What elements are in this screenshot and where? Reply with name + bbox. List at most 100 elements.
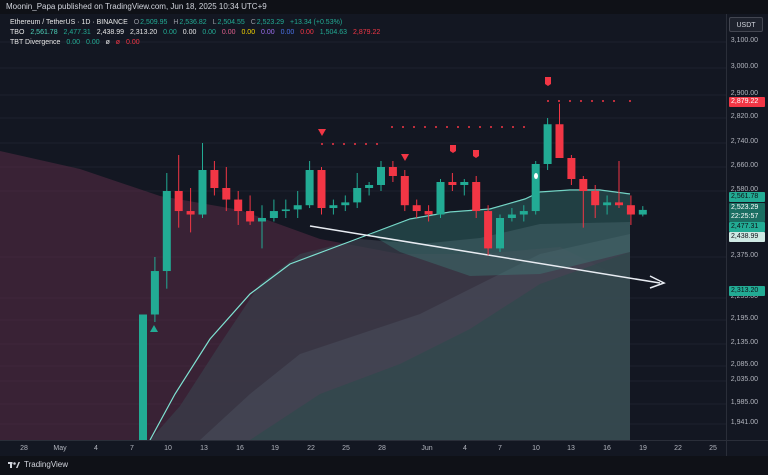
candle-up[interactable]: [377, 167, 385, 185]
x-tick: May: [53, 445, 67, 452]
candle-up[interactable]: [341, 202, 350, 206]
candle-up[interactable]: [436, 182, 445, 215]
candle-up[interactable]: [519, 211, 528, 215]
legend-tbo-row[interactable]: TBO 2,561.78 2,477.31 2,438.99 2,313.20 …: [10, 28, 384, 38]
candle-down[interactable]: [448, 182, 457, 185]
y-tick: 2,740.00: [730, 138, 758, 145]
legend-close: 2,523.29: [256, 19, 285, 26]
x-tick: 10: [532, 445, 540, 452]
candles-group: [139, 103, 647, 441]
legend-open: 2,509.95: [140, 19, 168, 26]
legend-symbol-row[interactable]: Ethereum / TetherUS · 1D · BINANCE O2,50…: [10, 18, 384, 28]
candle-up[interactable]: [198, 170, 207, 215]
legend-change: +13.34 (+0.53%): [290, 19, 343, 26]
tbo-v2: 2,438.99: [96, 29, 124, 36]
candle-down[interactable]: [246, 211, 255, 222]
candle-down[interactable]: [412, 205, 421, 212]
legend-symbol[interactable]: Ethereum / TetherUS · 1D · BINANCE: [10, 19, 128, 26]
candle-up[interactable]: [365, 185, 374, 188]
candle-up[interactable]: [638, 209, 647, 215]
candle-up[interactable]: [162, 191, 171, 272]
candle-up[interactable]: [281, 209, 290, 212]
y-tick: 2,900.00: [730, 90, 758, 97]
chart-legend: Ethereum / TetherUS · 1D · BINANCE O2,50…: [10, 18, 384, 48]
y-tick: 2,035.00: [730, 376, 758, 383]
x-tick: 22: [674, 445, 682, 452]
candle-down[interactable]: [626, 205, 635, 215]
x-tick: 4: [463, 445, 467, 452]
legend-l-label: L: [212, 19, 217, 26]
candle-down[interactable]: [555, 124, 564, 158]
candle-down[interactable]: [400, 176, 409, 206]
time-axis[interactable]: 28 May 4 7 10 13 16 19 22 25 28 Jun 4 7 …: [0, 440, 726, 456]
candle-up[interactable]: [353, 188, 362, 203]
legend-tbt-row[interactable]: TBT Divergence 0.00 0.00 ø ø 0.00: [10, 38, 384, 48]
currency-button[interactable]: USDT: [729, 17, 763, 32]
tradingview-brand: TradingView: [24, 460, 69, 469]
price-tag-countdown: 22:25:57: [729, 212, 765, 222]
sell-triangle-1: [318, 129, 326, 136]
x-tick: 13: [567, 445, 575, 452]
candle-down[interactable]: [484, 211, 493, 249]
candle-up[interactable]: [496, 218, 504, 249]
candle-up[interactable]: [258, 218, 266, 222]
candle-down[interactable]: [317, 170, 326, 209]
x-tick: 16: [603, 445, 611, 452]
footer: TradingView: [0, 456, 768, 475]
sell-flag-2: [473, 150, 479, 158]
candle-down[interactable]: [567, 158, 576, 179]
candle-up[interactable]: [543, 124, 552, 164]
band-inner: [250, 252, 630, 440]
candle-up[interactable]: [293, 205, 302, 210]
y-tick: 2,580.00: [730, 186, 758, 193]
candle-up[interactable]: [329, 205, 338, 209]
y-tick: 2,820.00: [730, 113, 758, 120]
tradingview-logo[interactable]: TradingView: [8, 460, 68, 469]
chart-canvas[interactable]: [0, 14, 726, 440]
tbt-v3: ø: [115, 39, 121, 46]
price-chart[interactable]: Ethereum / TetherUS · 1D · BINANCE O2,50…: [0, 14, 726, 440]
white-marker: [534, 173, 538, 179]
tbt-v1: 0.00: [85, 39, 100, 46]
candle-down[interactable]: [210, 170, 219, 188]
y-tick: 1,985.00: [730, 399, 758, 406]
candle-down[interactable]: [579, 179, 588, 191]
y-tick: 2,085.00: [730, 361, 758, 368]
candle-up[interactable]: [507, 214, 516, 218]
candle-up[interactable]: [603, 202, 612, 206]
tbo-v7: 0.00: [221, 29, 236, 36]
sell-flag-3: [545, 77, 551, 86]
axis-corner[interactable]: [726, 440, 768, 456]
legend-tbt-name[interactable]: TBT Divergence: [10, 39, 61, 46]
candle-up[interactable]: [305, 170, 314, 206]
candle-down[interactable]: [472, 182, 481, 212]
candle-up[interactable]: [150, 271, 159, 315]
candle-down[interactable]: [424, 211, 433, 215]
candle-down[interactable]: [388, 167, 397, 176]
tbo-v5: 0.00: [182, 29, 197, 36]
price-tag-last: 2,523.29: [729, 203, 765, 213]
candle-down[interactable]: [615, 202, 623, 206]
price-tag-resistance: 2,879.22: [729, 97, 765, 107]
candle-down[interactable]: [174, 191, 183, 212]
tbo-fast-line: [149, 189, 631, 440]
tbo-v6: 0.00: [202, 29, 216, 36]
y-tick: 2,255.00: [730, 293, 758, 300]
candle-down[interactable]: [234, 199, 243, 212]
candle-up[interactable]: [460, 182, 469, 185]
buy-triangle-1: [150, 325, 158, 332]
candle-up[interactable]: [139, 314, 147, 441]
legend-tbo-name[interactable]: TBO: [10, 29, 25, 36]
price-tag-tbo-fast: 2,561.78: [729, 192, 765, 202]
candle-down[interactable]: [222, 188, 231, 200]
candle-down[interactable]: [186, 211, 195, 215]
sell-flag-1: [450, 145, 456, 153]
sell-triangle-2: [401, 154, 409, 161]
y-tick: 2,195.00: [730, 315, 758, 322]
tbt-v0: 0.00: [66, 39, 81, 46]
candle-up[interactable]: [269, 211, 278, 218]
candle-up[interactable]: [531, 164, 540, 212]
publish-info: Moonin_Papa published on TradingView.com…: [0, 0, 768, 14]
candle-down[interactable]: [591, 191, 600, 206]
y-tick: 2,375.00: [730, 252, 758, 259]
